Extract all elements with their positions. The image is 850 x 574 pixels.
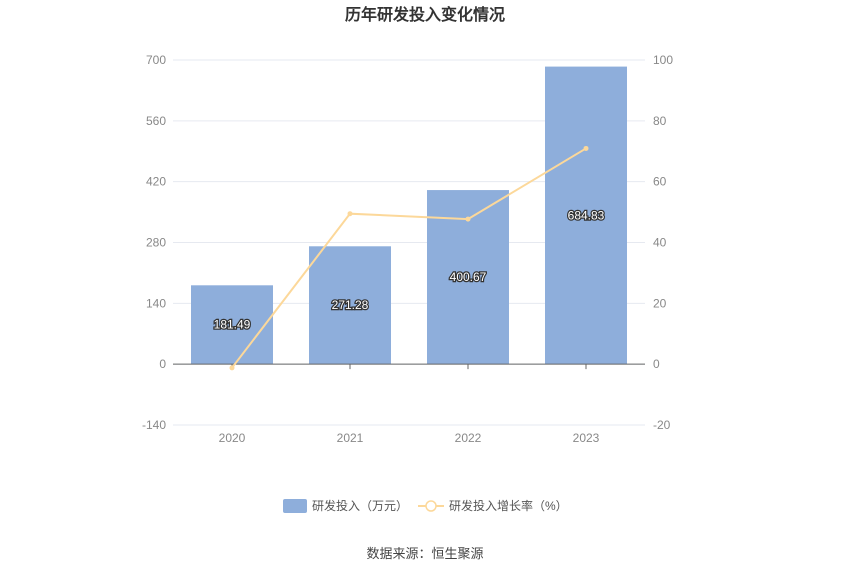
left-tick-label: 280: [146, 236, 166, 250]
left-tick-label: 420: [146, 175, 166, 189]
legend-bar-label: 研发投入（万元）: [312, 498, 408, 513]
chart-title: 历年研发投入变化情况: [345, 5, 505, 24]
legend-line-marker: [425, 500, 437, 512]
bar-data-label: 271.28: [332, 298, 369, 312]
growth-point: [583, 145, 589, 151]
right-tick-label: 60: [653, 175, 667, 189]
bar-data-label: 181.49: [214, 318, 251, 332]
bar-data-label: 684.83: [568, 208, 605, 222]
growth-line: [231, 147, 587, 369]
right-tick-label: 0: [653, 357, 660, 371]
x-tick-label: 2021: [337, 431, 364, 445]
left-tick-label: 0: [159, 357, 166, 371]
right-tick-label: 80: [653, 114, 667, 128]
left-tick-label: 140: [146, 296, 166, 310]
bar-data-label: 400.67: [450, 270, 487, 284]
x-tick-label: 2020: [219, 431, 246, 445]
left-tick-label: 700: [146, 53, 166, 67]
bar: [309, 246, 391, 365]
right-tick-label: 40: [653, 236, 667, 250]
left-tick-label: 560: [146, 114, 166, 128]
right-tick-label: 100: [653, 53, 673, 67]
bar: [191, 285, 273, 365]
bar: [545, 66, 627, 365]
growth-point: [229, 365, 235, 371]
source-label: 数据来源：恒生聚源: [366, 546, 483, 561]
right-tick-label: -20: [653, 418, 671, 432]
legend-bar-icon: [283, 499, 307, 513]
growth-point: [347, 211, 353, 217]
x-tick-label: 2022: [455, 431, 482, 445]
growth-point: [465, 216, 471, 222]
left-tick-label: -140: [142, 418, 166, 432]
x-tick-label: 2023: [573, 431, 600, 445]
legend-line-label: 研发投入增长率（%）: [449, 498, 568, 513]
right-tick-label: 20: [653, 296, 667, 310]
